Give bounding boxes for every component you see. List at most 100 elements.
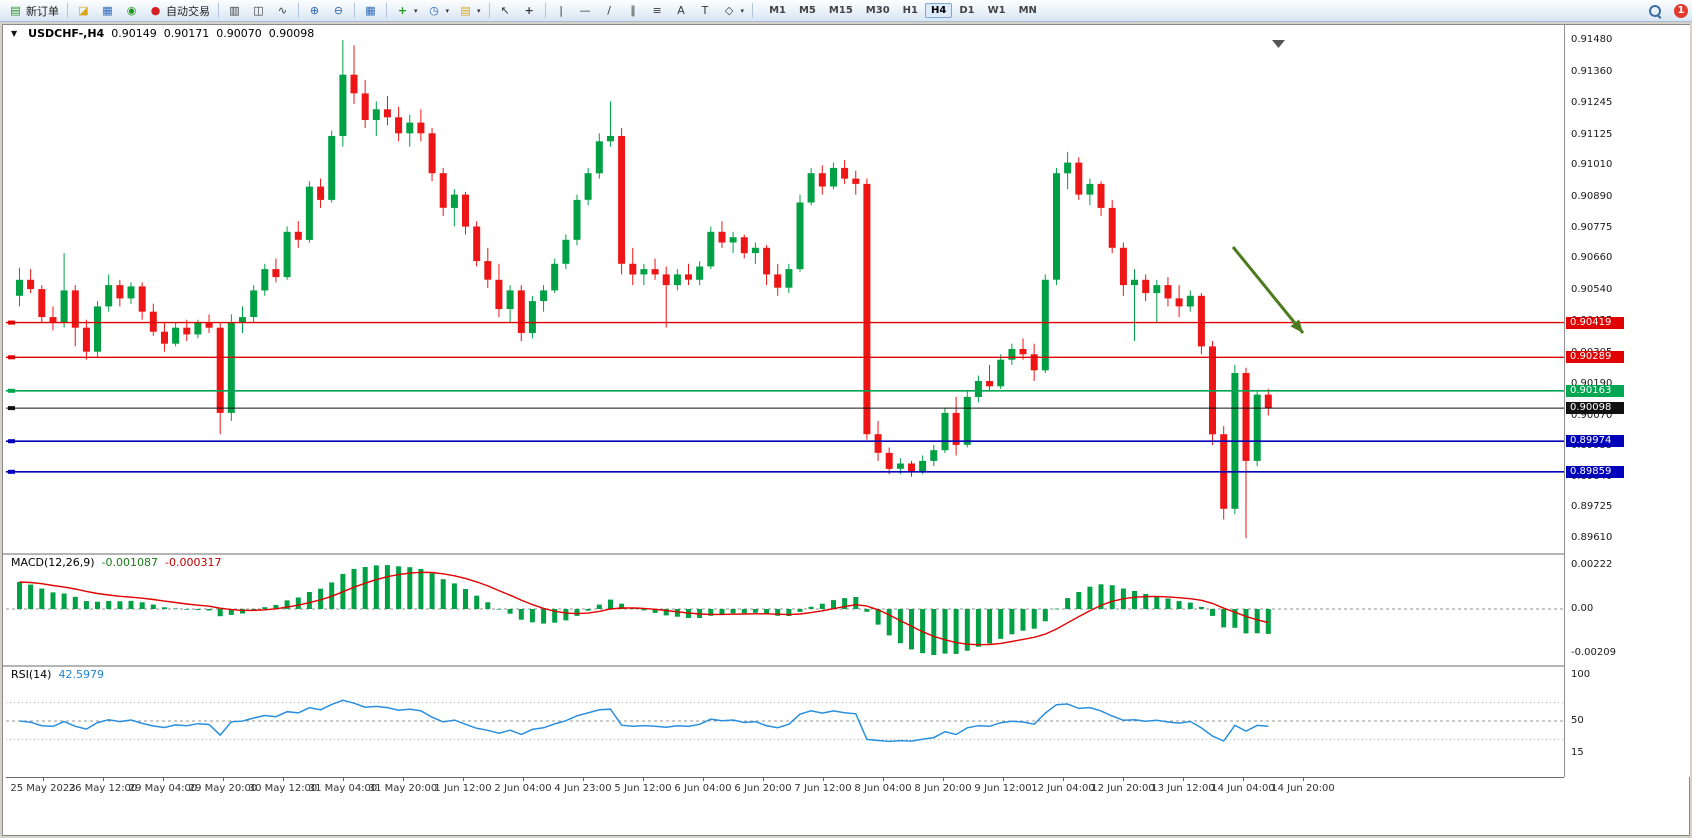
price-axis-label: 0.90190: [1571, 378, 1613, 389]
candle-body: [986, 381, 994, 387]
candle-body: [216, 327, 224, 413]
macd-histogram-bar: [72, 596, 78, 609]
candle-body: [372, 109, 380, 120]
panel-divider[interactable]: [3, 553, 1689, 555]
templates-button[interactable]: ▤ ▾: [454, 1, 485, 21]
candle-body: [495, 279, 503, 310]
candle-body: [963, 396, 971, 445]
clock-icon: ◷: [429, 4, 439, 17]
bar-chart-button[interactable]: ▥: [223, 1, 246, 21]
macd-header: MACD(12,26,9) -0.001087 -0.000317: [11, 556, 221, 569]
macd-histogram-bar: [496, 609, 502, 610]
main-chart-canvas[interactable]: [6, 39, 1564, 551]
new-order-button[interactable]: ▤ 新订单: [4, 1, 63, 21]
candle-body: [830, 167, 837, 187]
line-anchor[interactable]: [8, 388, 15, 393]
timeframe-button-H1[interactable]: H1: [902, 5, 918, 16]
time-axis-label: 5 Jun 12:00: [614, 783, 672, 794]
line-anchor[interactable]: [8, 439, 15, 444]
macd-histogram-bar: [1098, 584, 1104, 609]
candle-body: [1131, 279, 1138, 286]
search-button[interactable]: [1645, 1, 1665, 21]
panel-divider[interactable]: [3, 665, 1689, 667]
indicators-button[interactable]: + ▾: [391, 1, 422, 21]
zoom-in-button[interactable]: ⊕: [303, 1, 326, 21]
text-label-button[interactable]: T: [694, 1, 717, 21]
shapes-button[interactable]: ◇ ▾: [718, 1, 749, 21]
line-anchor[interactable]: [8, 320, 15, 325]
toolbar-separator: [218, 3, 219, 18]
macd-histogram-bar: [1031, 609, 1037, 629]
toolbar-separator: [354, 3, 355, 18]
crosshair-button[interactable]: +: [518, 1, 541, 21]
trendline-button[interactable]: /: [598, 1, 621, 21]
price-axis-label: 0.91360: [1571, 66, 1613, 77]
market-watch-button[interactable]: ◪: [72, 1, 95, 21]
macd-histogram-bar: [1165, 598, 1171, 609]
candle-body: [774, 274, 782, 288]
time-axis-label: 13 Jun 12:00: [1151, 783, 1215, 794]
rsi-panel-canvas[interactable]: [6, 667, 1564, 775]
data-window-button[interactable]: ▦: [96, 1, 119, 21]
candle-body: [194, 322, 202, 335]
macd-histogram-bar: [831, 600, 836, 609]
timeframe-button-M1[interactable]: M1: [769, 5, 786, 16]
autotrading-button[interactable]: ● 自动交易: [144, 1, 214, 21]
fibonacci-button[interactable]: ≡: [646, 1, 669, 21]
chart-shift-marker[interactable]: [1272, 40, 1285, 48]
macd-histogram-bar: [83, 601, 89, 609]
candle-body: [1108, 207, 1116, 248]
zoom-out-button[interactable]: ⊖: [327, 1, 350, 21]
line-anchor[interactable]: [8, 406, 15, 411]
notification-badge[interactable]: 1: [1674, 3, 1688, 18]
vertical-line-button[interactable]: |: [550, 1, 573, 21]
price-axis[interactable]: 0.91480 0.91360 0.91245 0.91125 0.91010 0.908…: [1564, 25, 1690, 777]
channel-button[interactable]: ∥: [622, 1, 645, 21]
navigator-button[interactable]: ◉: [120, 1, 143, 21]
candle-body: [1019, 349, 1027, 355]
periods-button[interactable]: ◷ ▾: [423, 1, 454, 21]
time-axis-label: 6 Jun 20:00: [734, 783, 792, 794]
timeframe-button-W1[interactable]: W1: [987, 5, 1006, 16]
macd-histogram-bar: [775, 609, 781, 616]
macd-histogram-bar: [1076, 592, 1082, 609]
candle-body: [506, 290, 514, 309]
line-chart-button[interactable]: ∿: [271, 1, 294, 21]
chart-window: 25 May 2023 26 May 12:00 29 May 04:00 29 Ma…: [2, 24, 1690, 836]
arrow-object[interactable]: [1231, 246, 1305, 334]
horizontal-line-button[interactable]: —: [574, 1, 597, 21]
timeframe-button-MN[interactable]: MN: [1018, 5, 1037, 16]
macd-histogram-bar: [875, 609, 881, 625]
time-axis-label: 6 Jun 04:00: [674, 783, 732, 794]
time-axis-tick: [823, 778, 824, 781]
macd-main-value: -0.001087: [101, 556, 159, 569]
tile-windows-icon: ▦: [365, 4, 376, 17]
one-click-trading-toggle[interactable]: ▼: [11, 29, 18, 38]
candle-body: [1197, 295, 1205, 347]
line-anchor[interactable]: [8, 469, 15, 474]
candle-body: [863, 183, 871, 435]
tile-windows-button[interactable]: ▦: [359, 1, 382, 21]
macd-panel-canvas[interactable]: [6, 555, 1564, 663]
time-axis[interactable]: 25 May 2023 26 May 12:00 29 May 04:00 29 Ma…: [6, 777, 1564, 800]
macd-histogram-bar: [730, 609, 736, 614]
macd-histogram-bar: [228, 609, 234, 615]
candle-body: [1142, 279, 1150, 294]
timeframe-button-M15[interactable]: M15: [828, 5, 853, 16]
arrow-object-head[interactable]: [1290, 319, 1304, 333]
candle-body: [383, 109, 391, 118]
timeframe-button-D1[interactable]: D1: [959, 5, 975, 16]
time-axis-label: 12 Jun 04:00: [1031, 783, 1095, 794]
timeframe-button-M30[interactable]: M30: [865, 5, 890, 16]
macd-histogram-bar: [964, 609, 970, 651]
timeframe-button-H4[interactable]: H4: [924, 3, 953, 18]
candle-body: [82, 327, 90, 352]
timeframe-button-M5[interactable]: M5: [798, 5, 816, 16]
cursor-button[interactable]: ↖: [494, 1, 517, 21]
time-axis-tick: [1243, 778, 1244, 781]
line-anchor[interactable]: [8, 355, 15, 360]
candle-body: [138, 286, 146, 312]
price-badge: 0.90098: [1566, 402, 1624, 414]
text-button[interactable]: A: [670, 1, 693, 21]
candlestick-button[interactable]: ◫: [247, 1, 270, 21]
